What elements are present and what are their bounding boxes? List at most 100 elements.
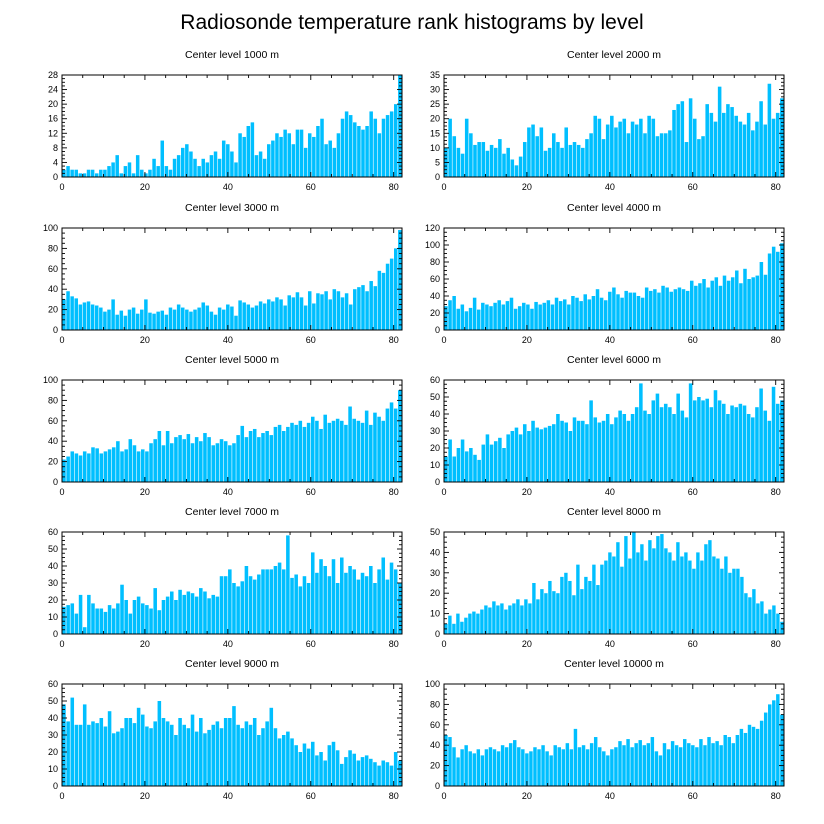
bar — [144, 173, 148, 177]
bar — [539, 429, 544, 482]
bar — [583, 294, 587, 330]
bar — [120, 451, 124, 482]
bar — [585, 139, 589, 177]
y-tick-label: 30 — [48, 578, 58, 588]
bar — [219, 576, 224, 634]
bar — [176, 304, 181, 330]
x-tick-label: 0 — [59, 639, 64, 649]
bar — [589, 743, 594, 786]
bar — [66, 456, 70, 482]
y-tick-label: 8 — [53, 143, 58, 153]
x-tick-label: 60 — [306, 487, 316, 497]
bar — [294, 574, 298, 634]
bar — [209, 311, 214, 330]
bar — [377, 133, 382, 177]
bar — [357, 287, 361, 330]
bar — [157, 431, 162, 482]
bar — [140, 169, 144, 177]
y-tick-label: 40 — [48, 561, 58, 571]
x-tick-label: 80 — [389, 639, 399, 649]
bar — [552, 133, 556, 177]
bar — [489, 144, 494, 177]
bar — [660, 534, 664, 634]
bar — [577, 747, 582, 786]
bar — [496, 605, 500, 634]
bar — [290, 422, 294, 482]
bar — [132, 600, 137, 634]
bar — [460, 621, 464, 634]
bar — [464, 118, 469, 177]
bar — [176, 155, 181, 177]
bar — [82, 704, 87, 786]
bar — [319, 752, 323, 786]
bar — [99, 718, 104, 786]
bar — [275, 133, 279, 177]
x-tick-label: 20 — [522, 487, 532, 497]
bar — [639, 118, 643, 177]
bar — [493, 441, 498, 482]
bar — [517, 306, 522, 330]
bar — [145, 726, 149, 786]
bar — [394, 104, 398, 177]
bar — [751, 130, 755, 177]
y-tick-label: 25 — [430, 99, 440, 109]
bar — [91, 447, 95, 482]
y-tick-label: 40 — [430, 740, 440, 750]
bar — [207, 437, 211, 482]
x-tick-label: 80 — [389, 791, 399, 801]
bar — [70, 169, 74, 177]
bar — [261, 728, 265, 786]
bar — [624, 536, 628, 634]
bar — [699, 739, 703, 786]
bar — [624, 290, 628, 330]
bar — [646, 743, 651, 786]
bar — [277, 424, 282, 482]
bar — [542, 302, 547, 330]
bar — [652, 548, 656, 634]
bar — [510, 431, 515, 482]
bar — [742, 124, 747, 177]
bar — [484, 605, 488, 634]
bar — [360, 422, 365, 482]
bar — [127, 162, 132, 177]
bar — [74, 169, 78, 177]
histogram-panel-7: Center level 7000 m 0 20 40 60 80 0 10 20 30 40 50 6… — [48, 506, 403, 649]
bar — [581, 147, 585, 177]
bar — [236, 435, 240, 482]
bar — [717, 400, 722, 482]
bar — [709, 112, 714, 177]
bar — [95, 608, 99, 634]
bar — [647, 115, 651, 177]
panels-group: Center level 1000 m 0 20 40 60 80 0 4 8 12 16 20 24 2… — [43, 49, 785, 801]
y-tick-label: 100 — [425, 679, 440, 689]
bar — [481, 142, 486, 177]
bar — [755, 121, 759, 177]
bar — [614, 747, 618, 786]
panel-title: Center level 10000 m — [564, 658, 664, 670]
bar — [527, 127, 531, 177]
bar — [739, 728, 744, 786]
bar — [127, 309, 132, 330]
bar — [630, 747, 634, 786]
bar — [381, 420, 386, 482]
x-tick-label: 40 — [223, 639, 233, 649]
bar — [759, 262, 764, 330]
bar — [735, 270, 739, 330]
bar — [532, 583, 536, 634]
bar — [344, 111, 349, 177]
bar — [526, 304, 530, 330]
bar — [364, 755, 369, 786]
bar — [715, 741, 719, 786]
bar — [160, 310, 165, 330]
bar — [298, 420, 303, 482]
bar — [335, 750, 340, 786]
bar — [632, 532, 636, 634]
bar — [86, 169, 91, 177]
histogram-panel-10: Center level 10000 m 0 20 40 60 80 0 20 40 60 80 10… — [425, 658, 785, 801]
bar — [250, 122, 255, 177]
bar — [717, 86, 722, 177]
bar — [520, 605, 524, 634]
bar — [306, 748, 311, 786]
bar — [389, 258, 394, 330]
bar — [87, 724, 91, 786]
